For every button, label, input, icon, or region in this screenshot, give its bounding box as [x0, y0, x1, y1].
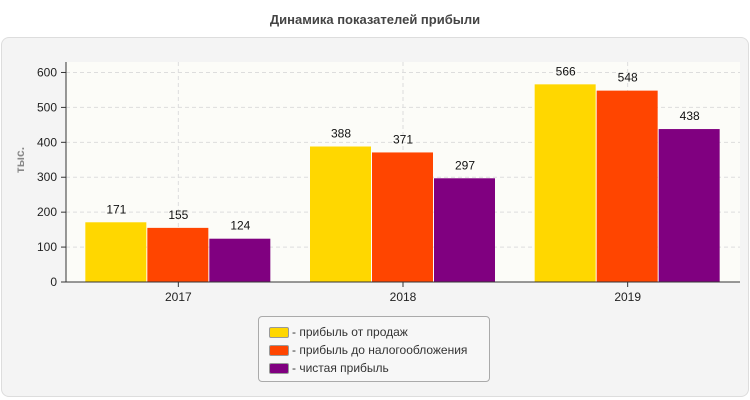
bar [596, 90, 658, 282]
y-tick-label: 500 [37, 100, 57, 114]
legend-item[interactable]: - прибыль до налогообложения [269, 341, 489, 359]
x-tick-label: 2017 [165, 290, 192, 304]
chart-title: Динамика показателей прибыли [269, 12, 481, 27]
y-tick-label: 400 [37, 135, 57, 149]
legend-swatch [269, 344, 289, 356]
data-label: 171 [106, 202, 126, 216]
data-label: 388 [331, 127, 351, 141]
legend-label: - прибыль до налогообложения [292, 343, 468, 357]
data-label: 155 [168, 208, 188, 222]
bar [658, 129, 720, 282]
x-tick-label: 2019 [614, 290, 641, 304]
data-label: 124 [230, 219, 250, 233]
y-tick-label: 0 [50, 275, 57, 289]
legend-label: - прибыль от продаж [292, 325, 408, 339]
bar [372, 152, 433, 282]
data-label: 566 [556, 64, 576, 78]
bar [85, 222, 147, 282]
legend-item[interactable]: - чистая прибыль [269, 359, 489, 377]
y-axis-label: тыс. [13, 147, 27, 173]
bar [147, 227, 209, 282]
y-tick-label: 100 [37, 240, 57, 254]
legend-swatch [269, 326, 289, 338]
data-label: 371 [393, 132, 413, 146]
bar [209, 238, 271, 282]
y-tick-label: 300 [37, 170, 57, 184]
bar [310, 146, 371, 282]
legend-swatch [269, 362, 289, 374]
y-tick-label: 200 [37, 205, 57, 219]
y-tick-label: 600 [37, 65, 57, 79]
legend: - прибыль от продаж - прибыль до налогооб… [258, 316, 490, 382]
legend-item[interactable]: - прибыль от продаж [269, 323, 489, 341]
data-label: 297 [455, 158, 475, 172]
bar [434, 178, 495, 282]
data-label: 438 [680, 109, 700, 123]
x-tick-label: 2018 [390, 290, 417, 304]
data-label: 548 [618, 71, 638, 85]
bar [534, 84, 596, 282]
legend-label: - чистая прибыль [292, 361, 389, 375]
